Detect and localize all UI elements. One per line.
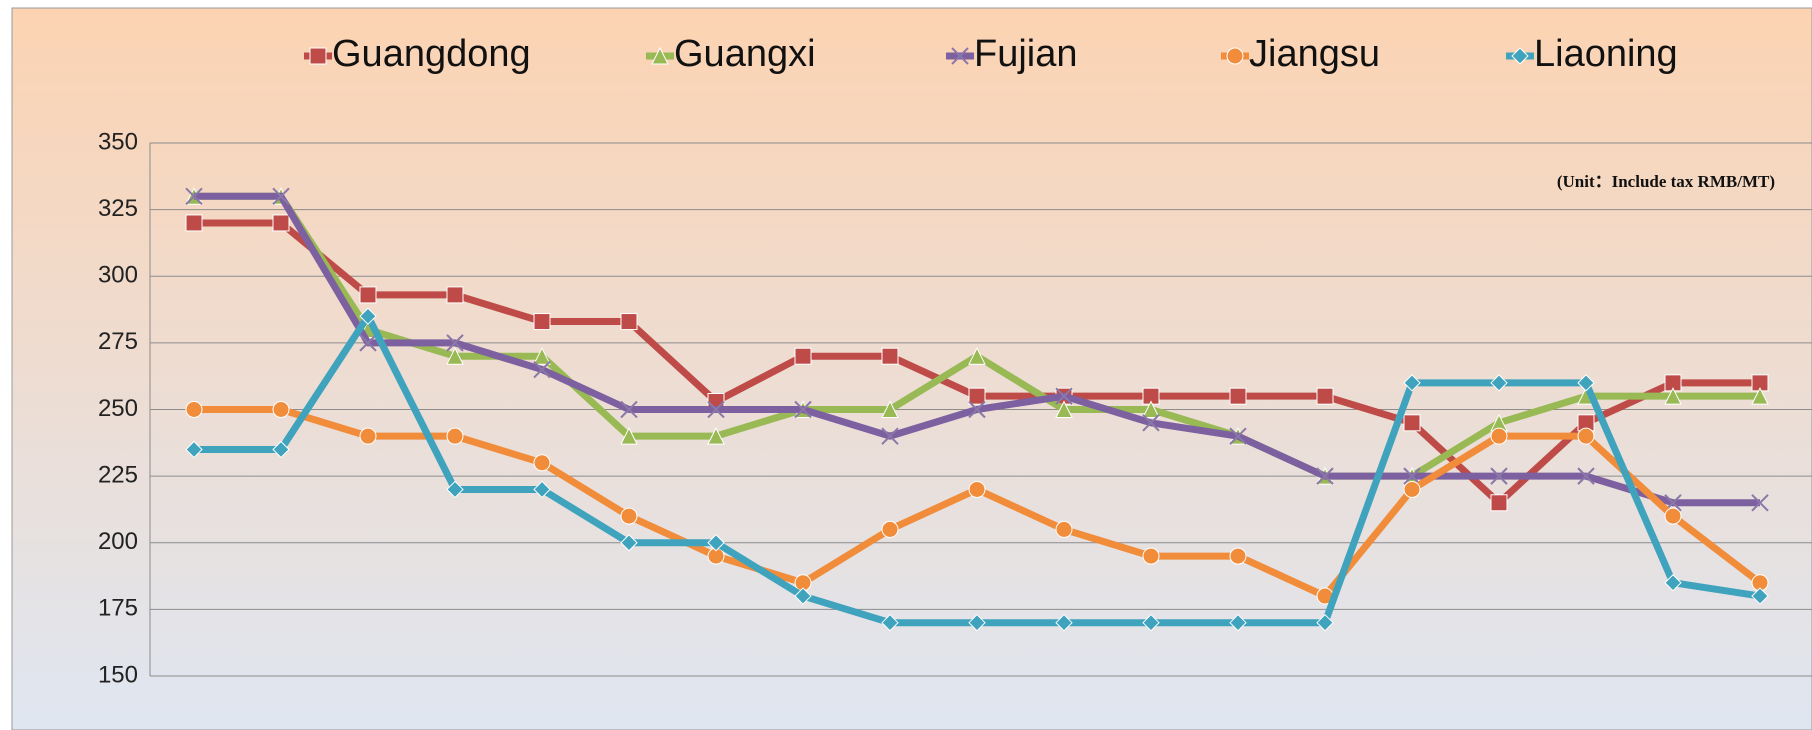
marker xyxy=(1055,400,1073,418)
marker xyxy=(446,347,464,365)
marker xyxy=(794,347,812,365)
y-tick-label: 225 xyxy=(98,461,138,488)
marker xyxy=(1055,520,1073,538)
marker xyxy=(968,387,986,405)
marker xyxy=(881,400,899,418)
marker xyxy=(1490,427,1508,445)
marker xyxy=(1142,613,1160,632)
marker xyxy=(1229,613,1247,632)
marker xyxy=(1142,414,1160,432)
marker xyxy=(272,214,290,232)
legend-marker xyxy=(1226,47,1244,65)
marker xyxy=(881,613,899,632)
marker xyxy=(272,440,290,459)
y-tick-label: 200 xyxy=(98,528,138,555)
marker xyxy=(968,613,986,632)
legend-marker xyxy=(951,47,969,65)
marker xyxy=(185,214,203,232)
marker xyxy=(968,347,986,365)
marker xyxy=(1403,480,1421,498)
marker xyxy=(185,401,203,418)
marker xyxy=(533,313,551,331)
marker xyxy=(533,347,551,365)
marker xyxy=(1229,387,1247,405)
marker xyxy=(533,454,551,472)
y-tick-label: 150 xyxy=(98,661,138,688)
y-tick-label: 325 xyxy=(98,195,138,222)
legend-label: Guangxi xyxy=(674,33,816,75)
marker xyxy=(1229,427,1247,445)
marker xyxy=(446,427,464,445)
legend-marker xyxy=(309,47,327,65)
marker xyxy=(1577,427,1595,445)
legend-label: Fujian xyxy=(974,33,1078,75)
marker xyxy=(446,286,464,304)
legend-marker xyxy=(651,46,669,65)
marker xyxy=(707,400,725,419)
y-tick-label: 275 xyxy=(98,328,138,355)
marker xyxy=(1490,374,1508,392)
marker xyxy=(1055,613,1073,632)
marker xyxy=(272,401,290,418)
marker xyxy=(1316,613,1334,632)
marker xyxy=(707,534,725,552)
marker xyxy=(620,427,638,445)
marker xyxy=(359,307,377,325)
marker xyxy=(1403,467,1421,485)
marker xyxy=(1403,374,1421,392)
marker xyxy=(185,187,203,206)
marker xyxy=(881,427,899,445)
marker xyxy=(620,534,638,552)
marker xyxy=(968,480,986,498)
marker xyxy=(881,520,899,538)
marker xyxy=(272,187,290,206)
legend-label: Liaoning xyxy=(1534,33,1678,75)
marker xyxy=(1142,547,1160,565)
marker xyxy=(533,360,551,379)
marker xyxy=(1490,494,1508,512)
y-tick-label: 250 xyxy=(98,395,138,422)
marker xyxy=(620,507,638,525)
marker xyxy=(794,587,812,605)
marker xyxy=(1664,574,1682,592)
marker xyxy=(1751,387,1769,405)
marker xyxy=(1316,467,1334,485)
marker xyxy=(794,400,812,419)
marker xyxy=(1316,387,1334,405)
marker xyxy=(1142,400,1160,418)
legend-label: Guangdong xyxy=(332,33,531,75)
y-tick-label: 300 xyxy=(98,262,138,289)
marker xyxy=(707,427,725,445)
marker xyxy=(620,400,638,419)
marker xyxy=(1751,494,1769,512)
marker xyxy=(1664,507,1682,525)
marker xyxy=(1403,414,1421,432)
marker xyxy=(1490,467,1508,485)
legend-label: Jiangsu xyxy=(1249,33,1380,75)
marker xyxy=(1055,387,1073,405)
marker xyxy=(446,334,464,352)
marker xyxy=(185,440,203,459)
marker xyxy=(1664,387,1682,405)
marker xyxy=(359,334,377,352)
marker xyxy=(533,480,551,499)
y-tick-label: 350 xyxy=(98,128,138,155)
marker xyxy=(1577,467,1595,485)
marker xyxy=(359,427,377,445)
annotation: (Unit：Include tax RMB/MT) xyxy=(1557,172,1775,191)
marker xyxy=(1751,587,1769,605)
y-tick-label: 175 xyxy=(98,595,138,622)
marker xyxy=(359,286,377,304)
marker xyxy=(1577,374,1595,392)
legend-marker xyxy=(1511,47,1529,65)
marker xyxy=(1229,547,1247,565)
marker xyxy=(881,347,899,365)
marker xyxy=(968,400,986,419)
marker xyxy=(620,313,638,331)
marker xyxy=(446,480,464,499)
